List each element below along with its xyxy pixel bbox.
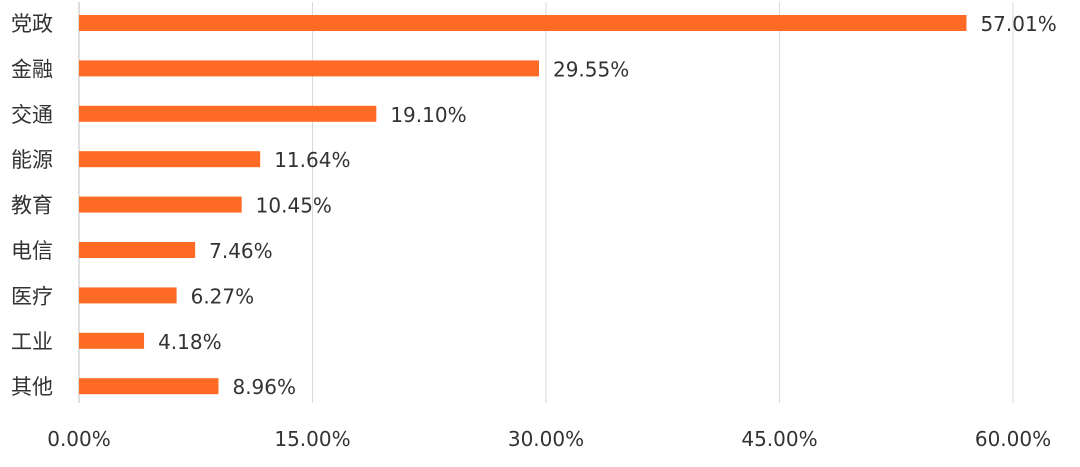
bar-value-label: 4.18% [158, 330, 222, 354]
bar [79, 287, 177, 304]
y-category-label: 交通 [11, 103, 53, 127]
bar [79, 105, 377, 122]
y-category-label: 党政 [11, 12, 53, 36]
y-category-label: 能源 [11, 148, 53, 172]
bar [79, 60, 539, 77]
y-category-label: 医疗 [11, 284, 53, 308]
x-tick-label: 15.00% [274, 427, 350, 451]
bar [79, 242, 196, 258]
bar [79, 196, 242, 213]
bar [79, 378, 219, 395]
y-category-label: 金融 [11, 57, 53, 81]
bar-value-label: 57.01% [980, 12, 1056, 36]
axis-layer: 0.00% 15.00% 30.00% 45.00% 60.00% [47, 427, 1051, 451]
bar-value-label: 6.27% [191, 284, 255, 308]
bar-value-label: 7.46% [209, 239, 273, 263]
y-category-label: 工业 [11, 330, 53, 354]
y-category-label: 其他 [11, 375, 53, 399]
y-category-label: 教育 [11, 194, 53, 218]
x-tick-label: 60.00% [975, 427, 1051, 451]
label-layer: 党政 57.01% 金融 29.55% 交通 19.10% 能源 11.64% 教育 10.45%… [11, 12, 1057, 399]
bar-value-label: 10.45% [256, 194, 332, 218]
bar [79, 332, 145, 349]
bar-value-label: 19.10% [390, 103, 466, 127]
bar-layer [79, 15, 967, 395]
y-category-label: 电信 [11, 239, 53, 263]
bar-value-label: 29.55% [553, 57, 629, 81]
x-tick-label: 0.00% [47, 427, 111, 451]
bar-value-label: 8.96% [232, 375, 296, 399]
x-tick-label: 45.00% [741, 427, 817, 451]
bar [79, 15, 967, 31]
x-tick-label: 30.00% [508, 427, 584, 451]
bar-value-label: 11.64% [274, 148, 350, 172]
bar [79, 151, 261, 168]
